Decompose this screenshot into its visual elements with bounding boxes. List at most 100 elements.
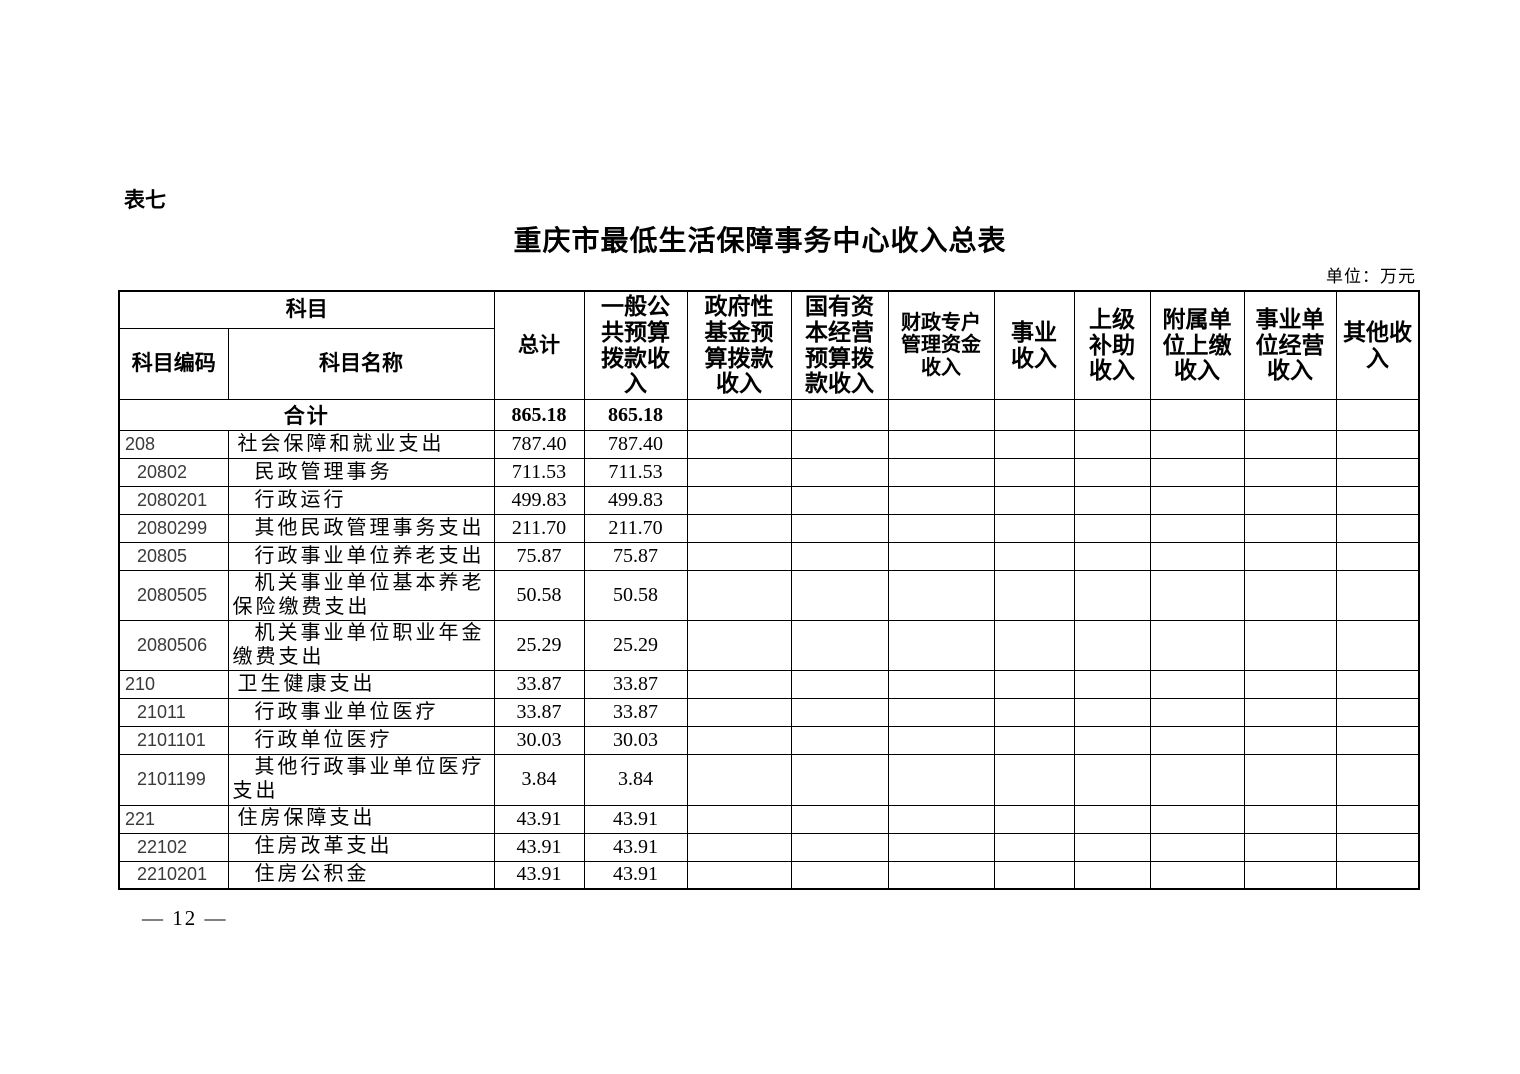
subject-name-cell: 其他民政管理事务支出 [227, 514, 495, 543]
subject-code-cell: 2210201 [118, 860, 229, 890]
subject-code-cell: 210 [118, 670, 229, 700]
general-budget-cell: 33.87 [583, 670, 688, 700]
empty-cell [1243, 542, 1337, 571]
header-general-public-budget: 一般公共预算拨款收入 [583, 290, 688, 400]
general-budget-cell: 50.58 [583, 569, 688, 622]
general-budget-cell: 499.83 [583, 486, 688, 515]
empty-cell [1149, 620, 1245, 672]
total-cell: 50.58 [493, 569, 585, 622]
header-gov-fund-budget: 政府性基金预算拨款收入 [686, 290, 792, 400]
empty-cell [887, 430, 995, 459]
empty-cell [887, 620, 995, 672]
empty-cell [993, 569, 1075, 622]
total-cell: 43.91 [493, 860, 585, 890]
general-budget-cell: 43.91 [583, 832, 688, 862]
empty-cell [790, 569, 889, 622]
table-row: 22102 住房改革支出 43.91 43.91 [118, 832, 1420, 862]
table-row: 2080299 其他民政管理事务支出 211.70 211.70 [118, 514, 1420, 543]
empty-cell [1335, 860, 1420, 890]
total-cell: 211.70 [493, 514, 585, 543]
empty-cell [887, 804, 995, 834]
empty-cell [993, 804, 1075, 834]
empty-cell [1335, 832, 1420, 862]
empty-cell [887, 569, 995, 622]
empty-cell [1149, 514, 1245, 543]
empty-cell [1335, 569, 1420, 622]
empty-cell [993, 399, 1075, 431]
empty-cell [790, 399, 889, 431]
general-budget-cell: 33.87 [583, 698, 688, 728]
empty-cell [1149, 430, 1245, 459]
general-budget-cell: 787.40 [583, 430, 688, 459]
table-row: 2080505 机关事业单位基本养老保险缴费支出 50.58 50.58 [118, 569, 1420, 622]
subject-name-cell: 行政单位医疗 [227, 726, 495, 756]
subject-code-cell: 2080505 [118, 569, 229, 622]
empty-cell [790, 542, 889, 571]
empty-cell [1335, 514, 1420, 543]
table-label: 表七 [124, 189, 166, 212]
empty-cell [887, 698, 995, 728]
empty-cell [1243, 832, 1337, 862]
subject-name-cell: 住房公积金 [227, 860, 495, 890]
subject-name-cell: 机关事业单位基本养老保险缴费支出 [227, 569, 495, 622]
total-cell: 711.53 [493, 458, 585, 487]
subject-name-cell: 住房改革支出 [227, 832, 495, 862]
empty-cell [686, 458, 792, 487]
header-affiliated-unit-remittance: 附属单位上缴收入 [1149, 290, 1245, 400]
empty-cell [790, 804, 889, 834]
empty-cell [1073, 514, 1151, 543]
empty-cell [1243, 430, 1337, 459]
empty-cell [1073, 430, 1151, 459]
empty-cell [1073, 569, 1151, 622]
empty-cell [1073, 726, 1151, 756]
empty-cell [1243, 620, 1337, 672]
empty-cell [790, 486, 889, 515]
table-body: 合计 865.18 865.18 208 社会保障和就业支出 787.40 78… [118, 399, 1420, 890]
empty-cell [887, 754, 995, 806]
header-state-capital-budget: 国有资本经营预算拨款收入 [790, 290, 889, 400]
subject-code-cell: 2080299 [118, 514, 229, 543]
subject-code-cell: 20802 [118, 458, 229, 487]
empty-cell [887, 458, 995, 487]
subject-name-cell: 行政运行 [227, 486, 495, 515]
subject-name-cell: 行政事业单位医疗 [227, 698, 495, 728]
empty-cell [887, 860, 995, 890]
empty-cell [686, 804, 792, 834]
empty-cell [686, 399, 792, 431]
total-cell: 30.03 [493, 726, 585, 756]
empty-cell [686, 860, 792, 890]
empty-cell [1149, 860, 1245, 890]
subject-code-cell: 2080506 [118, 620, 229, 672]
empty-cell [1335, 399, 1420, 431]
general-budget-cell: 30.03 [583, 726, 688, 756]
empty-cell [790, 620, 889, 672]
empty-cell [993, 726, 1075, 756]
subject-code-cell: 21011 [118, 698, 229, 728]
header-fiscal-account-funds: 财政专户管理资金收入 [887, 290, 995, 400]
empty-cell [1149, 698, 1245, 728]
empty-cell [686, 486, 792, 515]
empty-cell [686, 698, 792, 728]
subject-code-cell: 2101199 [118, 754, 229, 806]
empty-cell [790, 670, 889, 700]
empty-cell [1335, 430, 1420, 459]
empty-cell [1073, 804, 1151, 834]
empty-cell [1149, 670, 1245, 700]
header-subject-code: 科目编码 [118, 327, 229, 401]
total-cell: 33.87 [493, 698, 585, 728]
total-cell: 43.91 [493, 832, 585, 862]
empty-cell [790, 430, 889, 459]
empty-cell [1243, 399, 1337, 431]
table-row: 20805 行政事业单位养老支出 75.87 75.87 [118, 542, 1420, 571]
subject-name-cell: 其他行政事业单位医疗支出 [227, 754, 495, 806]
table-row: 221 住房保障支出 43.91 43.91 [118, 804, 1420, 834]
empty-cell [887, 726, 995, 756]
empty-cell [686, 542, 792, 571]
general-budget-cell: 43.91 [583, 860, 688, 890]
empty-cell [686, 569, 792, 622]
header-business-income: 事业收入 [993, 290, 1075, 400]
empty-cell [790, 698, 889, 728]
empty-cell [1073, 458, 1151, 487]
empty-cell [1243, 670, 1337, 700]
